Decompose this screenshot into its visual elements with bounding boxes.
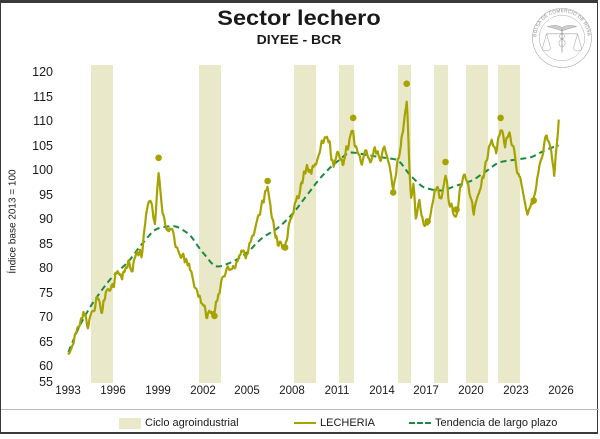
svg-text:BOLSA DE COMERCIO DE ROSARIO: BOLSA DE COMERCIO DE ROSARIO — [531, 7, 592, 37]
